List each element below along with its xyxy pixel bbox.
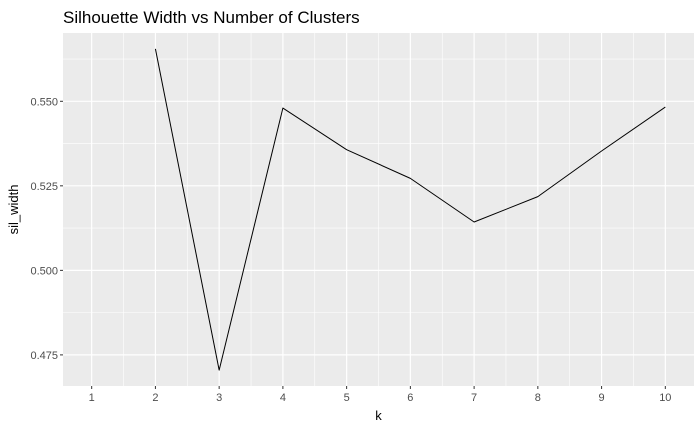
- x-tick-label: 10: [659, 392, 671, 404]
- series-group: [154, 48, 666, 371]
- x-tick-label: 8: [535, 392, 541, 404]
- x-tick-label: 1: [89, 392, 95, 404]
- x-tick-label: 2: [152, 392, 158, 404]
- data-point: [219, 370, 220, 371]
- y-tick-label: 0.500: [30, 265, 58, 277]
- y-tick-label: 0.525: [30, 181, 58, 193]
- x-tick-label: 3: [216, 392, 222, 404]
- x-axis-title: k: [375, 408, 382, 423]
- x-tick-label: 4: [280, 392, 286, 404]
- series-line: [154, 48, 666, 371]
- y-axis-title: sil_width: [6, 185, 21, 235]
- data-point: [410, 178, 411, 179]
- data-point: [474, 222, 475, 223]
- data-point: [537, 196, 538, 197]
- x-tick-label: 9: [599, 392, 605, 404]
- chart-title: Silhouette Width vs Number of Clusters: [63, 8, 360, 27]
- major-gridlines: [63, 33, 694, 386]
- data-point: [665, 107, 666, 108]
- x-tick-label: 6: [407, 392, 413, 404]
- y-axis-ticks: 0.475 0.500 0.525 0.550: [30, 96, 63, 362]
- x-tick-label: 5: [344, 392, 350, 404]
- data-point: [155, 48, 156, 49]
- data-point: [282, 108, 283, 109]
- x-tick-label: 7: [471, 392, 477, 404]
- y-tick-label: 0.475: [30, 350, 58, 362]
- data-point: [601, 151, 602, 152]
- data-point: [346, 149, 347, 150]
- x-axis-ticks: 1 2 3 4 5 6 7 8 9 10: [89, 386, 671, 404]
- y-tick-label: 0.550: [30, 96, 58, 108]
